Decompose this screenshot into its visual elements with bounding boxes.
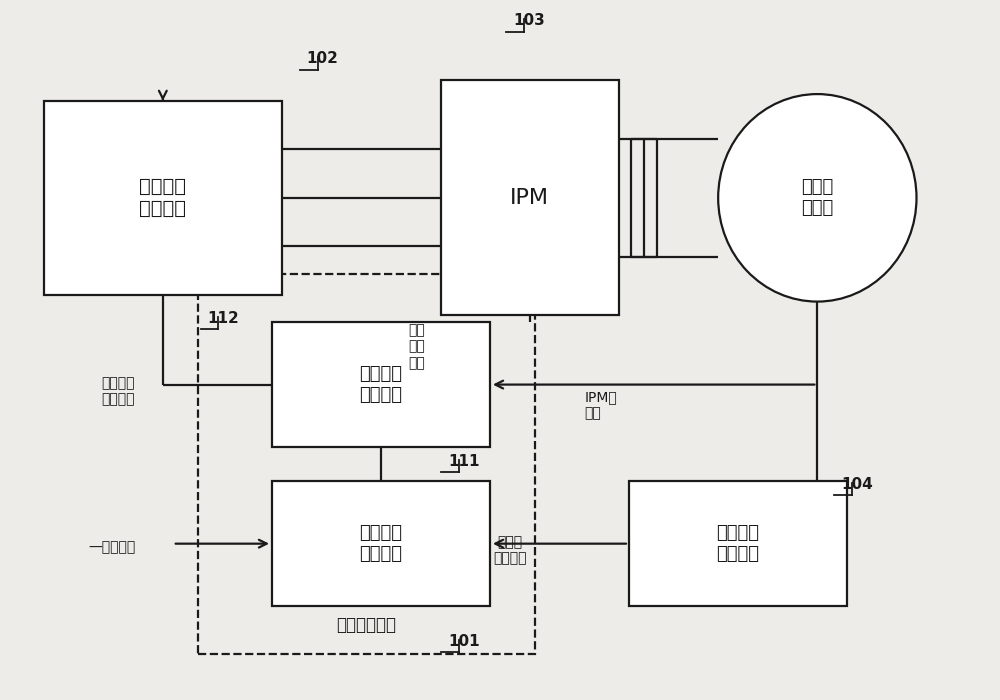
FancyBboxPatch shape — [44, 101, 282, 295]
Text: IPM: IPM — [510, 188, 549, 208]
Text: 112: 112 — [207, 311, 239, 326]
Ellipse shape — [718, 94, 916, 302]
Text: 矢量电压
确定单元: 矢量电压 确定单元 — [360, 524, 403, 563]
FancyBboxPatch shape — [629, 482, 847, 606]
Text: 脉冲
驱动
信号: 脉冲 驱动 信号 — [409, 323, 426, 370]
Text: 电机控制模块: 电机控制模块 — [336, 615, 396, 634]
Text: —转速指令: —转速指令 — [88, 540, 136, 554]
Text: 101: 101 — [448, 634, 480, 649]
Text: IPM的
温度: IPM的 温度 — [584, 390, 617, 421]
Text: 102: 102 — [307, 51, 339, 66]
Text: 111: 111 — [448, 454, 480, 469]
Text: 母线电压
调节电路: 母线电压 调节电路 — [139, 177, 186, 218]
Text: 电流和
转速信息: 电流和 转速信息 — [493, 536, 527, 566]
Text: 母线电压
控制信号: 母线电压 控制信号 — [101, 377, 135, 407]
Text: 104: 104 — [841, 477, 873, 492]
Text: 控制信号
确定单元: 控制信号 确定单元 — [360, 365, 403, 404]
Text: 103: 103 — [513, 13, 545, 29]
FancyBboxPatch shape — [272, 322, 490, 447]
FancyBboxPatch shape — [441, 80, 619, 316]
Text: 永磁同
步电机: 永磁同 步电机 — [801, 178, 833, 217]
Text: 电机信息
采集电路: 电机信息 采集电路 — [716, 524, 760, 563]
FancyBboxPatch shape — [272, 482, 490, 606]
